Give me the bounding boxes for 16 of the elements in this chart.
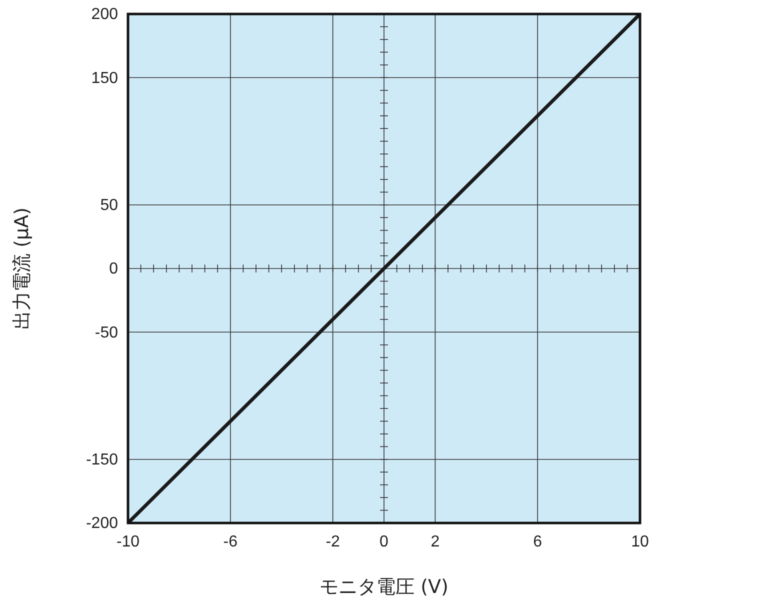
y-tick-label: -50 [94, 324, 118, 342]
y-tick-label: -200 [86, 515, 118, 532]
x-tick-label: -2 [326, 533, 340, 550]
x-tick-label: 2 [430, 533, 440, 550]
x-tick-label: 6 [533, 533, 542, 550]
x-tick-label: -10 [116, 533, 140, 550]
x-tick-label: 10 [631, 533, 649, 550]
y-tick-label: 50 [100, 196, 118, 214]
y-tick-label: 0 [109, 260, 118, 278]
x-tick-label: -6 [223, 533, 238, 550]
y-tick-label: 150 [91, 70, 118, 87]
y-tick-label: -150 [86, 451, 118, 468]
y-tick-label: 200 [91, 6, 118, 24]
y-axis-title: 出力電流 (μA) [11, 208, 33, 330]
x-tick-label: 0 [380, 533, 389, 550]
x-axis-title: モニタ電圧 (V) [320, 576, 448, 598]
